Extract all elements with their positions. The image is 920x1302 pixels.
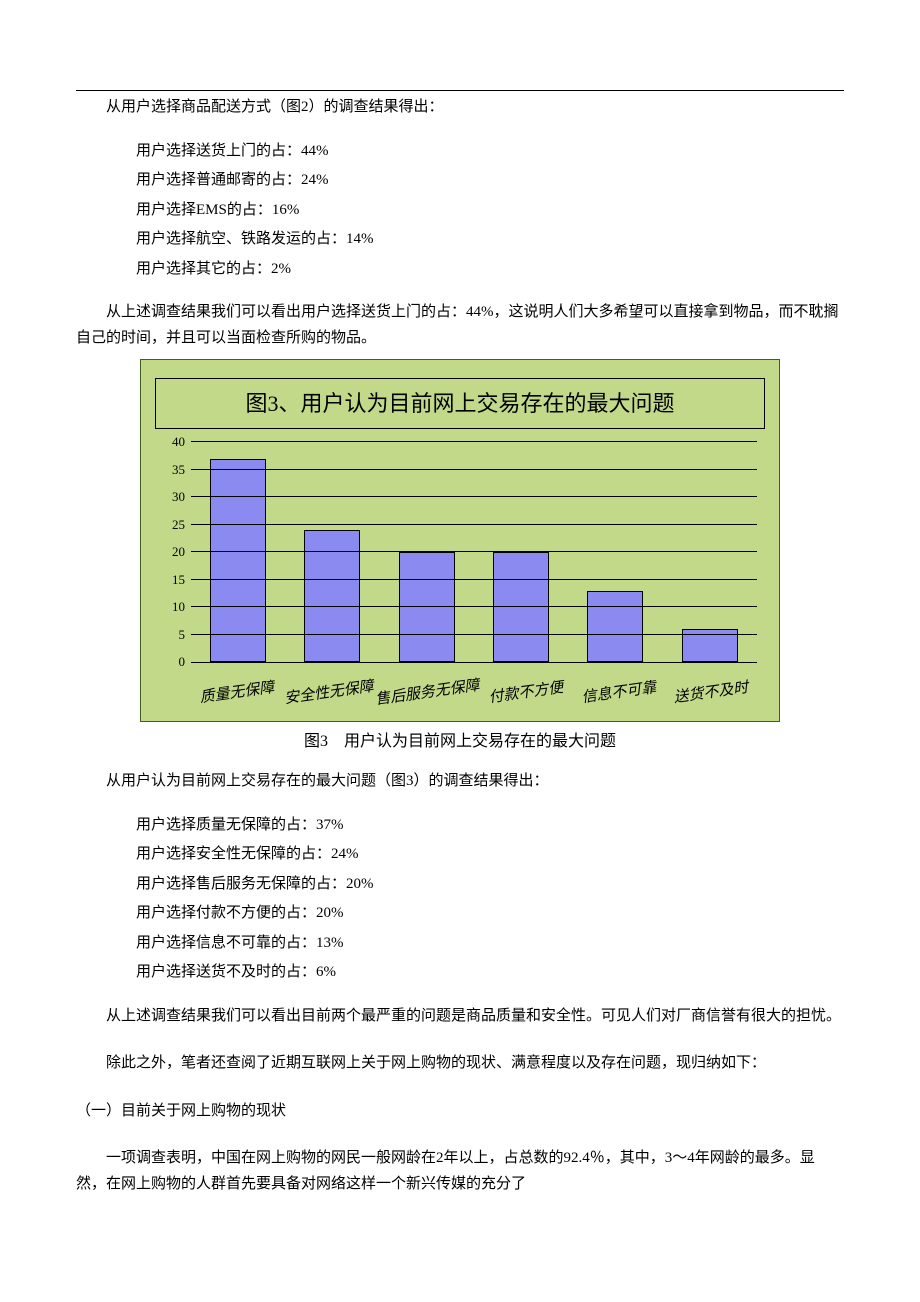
x-tick-label: 售后服务无保障 (374, 674, 482, 714)
paragraph-intro-fig3: 从用户认为目前网上交易存在的最大问题（图3）的调查结果得出： (76, 769, 844, 795)
bar (210, 459, 266, 663)
bar-slot (380, 443, 474, 662)
section-heading-1: （一）目前关于网上购物的现状 (76, 1099, 844, 1125)
gridline (191, 551, 757, 552)
list-item: 用户选择送货不及时的占：6% (136, 960, 844, 986)
bar-slot (568, 443, 662, 662)
x-tick-label: 质量无保障 (190, 675, 285, 713)
gridline (191, 634, 757, 635)
y-tick-label: 25 (157, 514, 185, 536)
paragraph-fig2-conclusion: 从上述调查结果我们可以看出用户选择送货上门的占：44%，这说明人们大多希望可以直… (76, 300, 844, 351)
list-item: 用户选择其它的占：2% (136, 257, 844, 283)
list-item: 用户选择付款不方便的占：20% (136, 901, 844, 927)
list-item: 用户选择送货上门的占：44% (136, 139, 844, 165)
spacer (76, 1128, 844, 1146)
bar-slot (663, 443, 757, 662)
y-tick-label: 10 (157, 596, 185, 618)
spacer (76, 990, 844, 1004)
list-item: 用户选择EMS的占：16% (136, 198, 844, 224)
paragraph-fig3-conclusion: 从上述调查结果我们可以看出目前两个最严重的问题是商品质量和安全性。可见人们对厂商… (76, 1004, 844, 1030)
x-tick-label: 安全性无保障 (282, 675, 377, 713)
chart-title: 图3、用户认为目前网上交易存在的最大问题 (155, 378, 765, 429)
gridline (191, 496, 757, 497)
list-item: 用户选择安全性无保障的占：24% (136, 842, 844, 868)
paragraph-intro-fig2: 从用户选择商品配送方式（图2）的调查结果得出： (76, 95, 844, 121)
spacer (76, 1081, 844, 1099)
spacer (76, 286, 844, 300)
figure-3-caption: 图3 用户认为目前网上交易存在的最大问题 (76, 728, 844, 755)
paragraph-status: 一项调查表明，中国在网上购物的网民一般网龄在2年以上，占总数的92.4％，其中，… (76, 1146, 844, 1197)
list-item: 用户选择质量无保障的占：37% (136, 813, 844, 839)
spacer (76, 1033, 844, 1051)
bar-slot (191, 443, 285, 662)
y-tick-label: 35 (157, 459, 185, 481)
gridline (191, 469, 757, 470)
gridline (191, 579, 757, 580)
x-tick-label: 信息不可靠 (571, 675, 666, 713)
gridline (191, 524, 757, 525)
bar (493, 552, 549, 662)
spacer (76, 799, 844, 813)
x-labels-row: 质量无保障安全性无保障售后服务无保障付款不方便信息不可靠送货不及时 (191, 681, 757, 707)
x-tick-label: 送货不及时 (664, 675, 759, 713)
chart-figure-3: 图3、用户认为目前网上交易存在的最大问题 0510152025303540 质量… (140, 359, 780, 722)
list-item: 用户选择航空、铁路发运的占：14% (136, 227, 844, 253)
y-tick-label: 20 (157, 541, 185, 563)
y-tick-label: 30 (157, 486, 185, 508)
delivery-list: 用户选择送货上门的占：44% 用户选择普通邮寄的占：24% 用户选择EMS的占：… (76, 139, 844, 283)
list-item: 用户选择售后服务无保障的占：20% (136, 872, 844, 898)
gridline (191, 441, 757, 442)
problem-list: 用户选择质量无保障的占：37% 用户选择安全性无保障的占：24% 用户选择售后服… (76, 813, 844, 986)
y-tick-label: 0 (157, 651, 185, 673)
paragraph-additional: 除此之外，笔者还查阅了近期互联网上关于网上购物的现状、满意程度以及存在问题，现归… (76, 1051, 844, 1077)
top-rule (76, 90, 844, 91)
bars-row (191, 443, 757, 662)
bar (587, 591, 643, 663)
y-tick-label: 5 (157, 624, 185, 646)
y-tick-label: 15 (157, 569, 185, 591)
x-tick-label: 付款不方便 (479, 675, 574, 713)
list-item: 用户选择信息不可靠的占：13% (136, 931, 844, 957)
y-tick-label: 40 (157, 431, 185, 453)
list-item: 用户选择普通邮寄的占：24% (136, 168, 844, 194)
spacer (76, 125, 844, 139)
bar (304, 530, 360, 662)
gridline (191, 606, 757, 607)
bar-slot (474, 443, 568, 662)
chart-plot-area: 0510152025303540 (191, 443, 757, 663)
bar (399, 552, 455, 662)
bar-slot (285, 443, 379, 662)
